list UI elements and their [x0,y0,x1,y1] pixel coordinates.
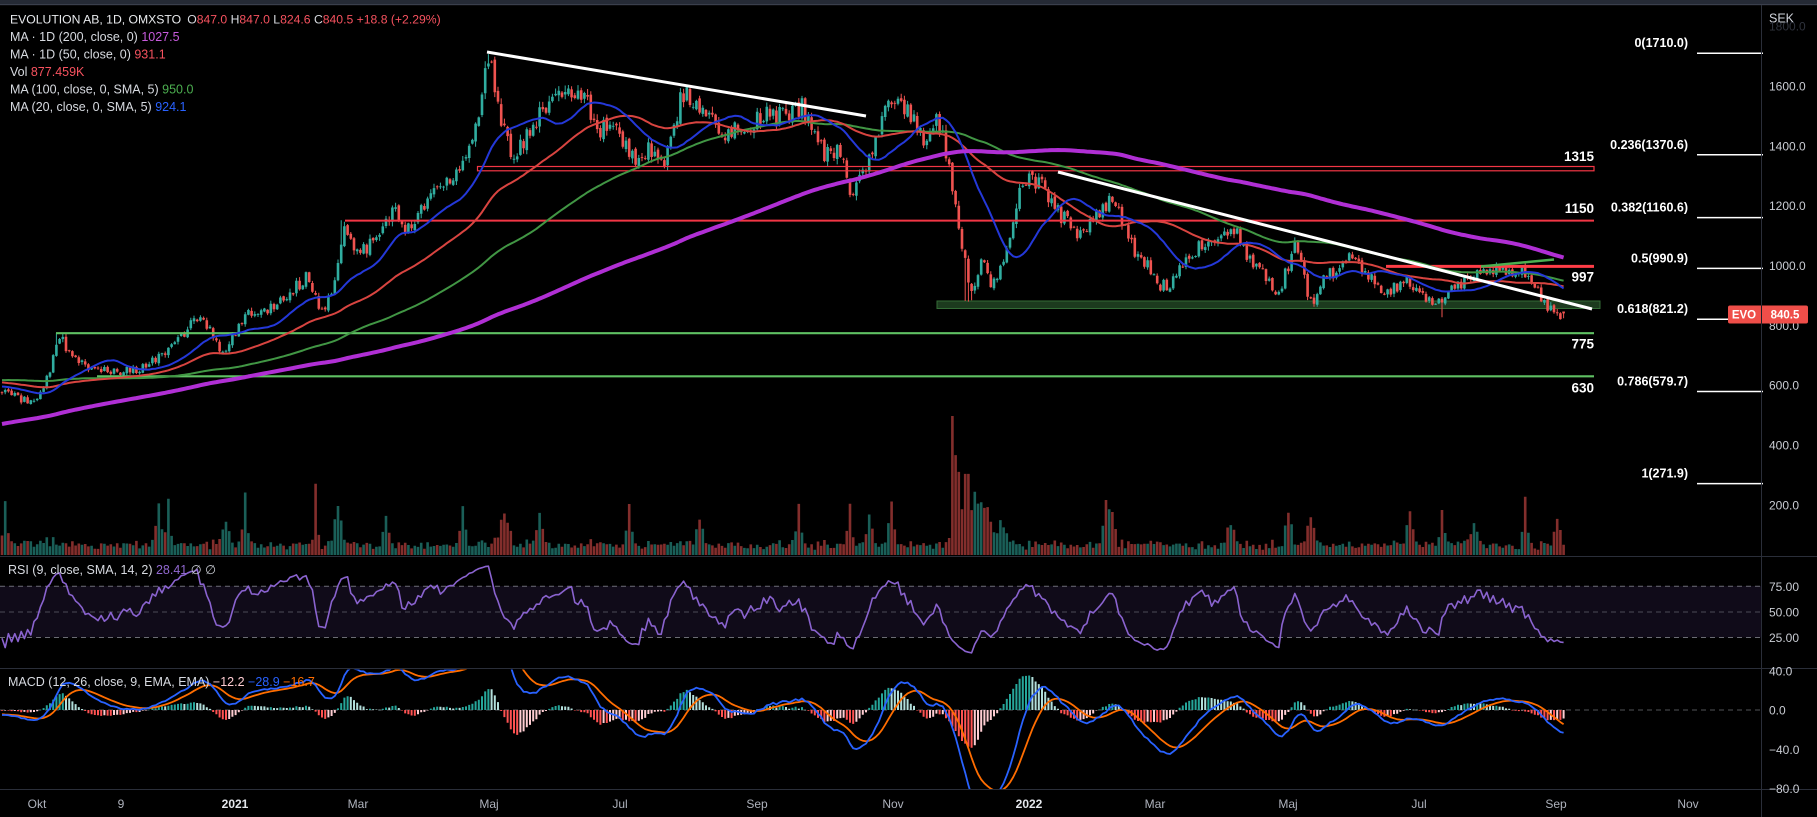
svg-text:50.00: 50.00 [1769,605,1799,619]
svg-text:40.0: 40.0 [1769,665,1793,679]
svg-text:MACD (12, 26, close, 9, EMA, E: MACD (12, 26, close, 9, EMA, EMA) −12.2 … [8,675,315,689]
svg-text:1315: 1315 [1564,149,1595,164]
svg-text:RSI (9, close, SMA, 14, 2) 28.: RSI (9, close, SMA, 14, 2) 28.41 ∅ ∅ [8,563,216,577]
svg-text:MA · 1D (50, close, 0) 931.1: MA · 1D (50, close, 0) 931.1 [10,48,166,62]
svg-text:Okt: Okt [28,797,47,811]
svg-text:400.0: 400.0 [1769,439,1799,453]
svg-text:−80.0: −80.0 [1769,782,1800,796]
svg-text:SEK: SEK [1769,12,1795,26]
svg-text:Maj: Maj [479,797,498,811]
svg-text:Sep: Sep [1545,797,1567,811]
svg-text:997: 997 [1571,270,1594,285]
svg-text:0.786(579.7): 0.786(579.7) [1617,375,1688,389]
svg-text:Nov: Nov [1677,797,1698,811]
svg-text:9: 9 [118,797,125,811]
svg-text:Mar: Mar [348,797,369,811]
svg-text:Maj: Maj [1278,797,1297,811]
svg-text:775: 775 [1571,337,1594,352]
svg-text:MA · 1D (200, close, 0) 1027.5: MA · 1D (200, close, 0) 1027.5 [10,30,180,44]
svg-text:EVO: EVO [1732,310,1756,322]
svg-text:0.236(1370.6): 0.236(1370.6) [1610,138,1688,152]
svg-text:Jul: Jul [612,797,627,811]
svg-text:0.5(990.9): 0.5(990.9) [1631,251,1688,265]
svg-text:Nov: Nov [882,797,903,811]
svg-text:0.382(1160.6): 0.382(1160.6) [1611,201,1688,215]
svg-text:600.0: 600.0 [1769,379,1799,393]
svg-text:2021: 2021 [222,797,249,811]
svg-text:1(271.9): 1(271.9) [1641,467,1688,481]
svg-text:1150: 1150 [1565,201,1594,216]
svg-text:Sep: Sep [746,797,768,811]
svg-text:MA (20, close, 0, SMA, 5) 924.: MA (20, close, 0, SMA, 5) 924.1 [10,100,187,114]
svg-text:MA (100, close, 0, SMA, 5) 950: MA (100, close, 0, SMA, 5) 950.0 [10,83,193,97]
svg-text:2022: 2022 [1016,797,1043,811]
svg-text:1200.0: 1200.0 [1769,199,1806,213]
svg-text:0(1710.0): 0(1710.0) [1634,36,1688,50]
svg-text:1600.0: 1600.0 [1769,79,1806,93]
svg-text:840.5: 840.5 [1771,310,1800,322]
svg-text:1800.0: 1800.0 [1769,20,1806,34]
svg-text:0.618(821.2): 0.618(821.2) [1617,302,1688,316]
svg-text:Jul: Jul [1411,797,1426,811]
svg-text:200.0: 200.0 [1769,498,1799,512]
svg-text:75.00: 75.00 [1769,580,1799,594]
svg-text:−40.0: −40.0 [1769,743,1800,757]
svg-text:25.00: 25.00 [1769,631,1799,645]
svg-text:0.0: 0.0 [1769,703,1786,717]
svg-text:Vol 877.459K: Vol 877.459K [10,65,85,79]
svg-text:1400.0: 1400.0 [1769,139,1806,153]
svg-text:EVOLUTION AB, 1D, OMXSTO O847.: EVOLUTION AB, 1D, OMXSTO O847.0 H847.0 L… [10,13,441,27]
svg-text:1000.0: 1000.0 [1769,259,1806,273]
svg-text:630: 630 [1571,381,1594,396]
svg-text:Mar: Mar [1145,797,1166,811]
